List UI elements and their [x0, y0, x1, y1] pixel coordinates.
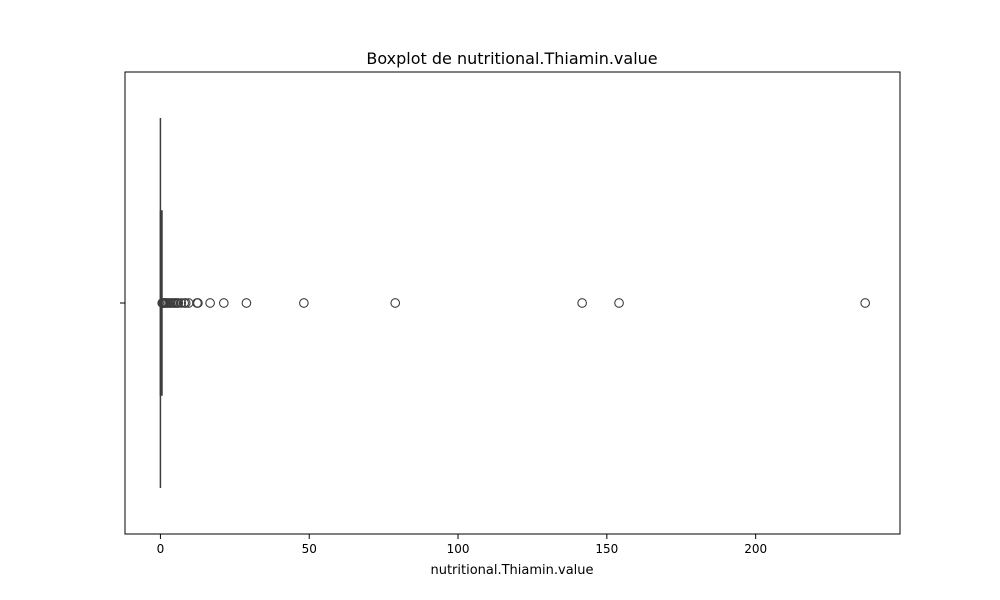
outlier-point [218, 298, 229, 308]
outlier-point [180, 298, 191, 308]
outlier-point [176, 298, 187, 308]
outlier-point [241, 298, 252, 308]
outlier-point [860, 298, 871, 308]
plot-area [157, 118, 871, 488]
x-tick-label: 100 [447, 542, 470, 556]
x-tick-label: 150 [595, 542, 618, 556]
x-tick-label: 200 [744, 542, 767, 556]
outlier-point [193, 298, 203, 308]
outlier-point [173, 298, 184, 308]
chart-title: Boxplot de nutritional.Thiamin.value [366, 49, 657, 68]
x-axis-label: nutritional.Thiamin.value [430, 563, 593, 578]
outlier-point [577, 298, 587, 308]
x-tick-label: 50 [302, 542, 317, 556]
x-tick-label: 0 [157, 542, 165, 556]
outlier-point [299, 298, 309, 308]
outlier-point [390, 298, 401, 308]
outlier-point [205, 298, 215, 308]
outlier-point [614, 298, 624, 308]
